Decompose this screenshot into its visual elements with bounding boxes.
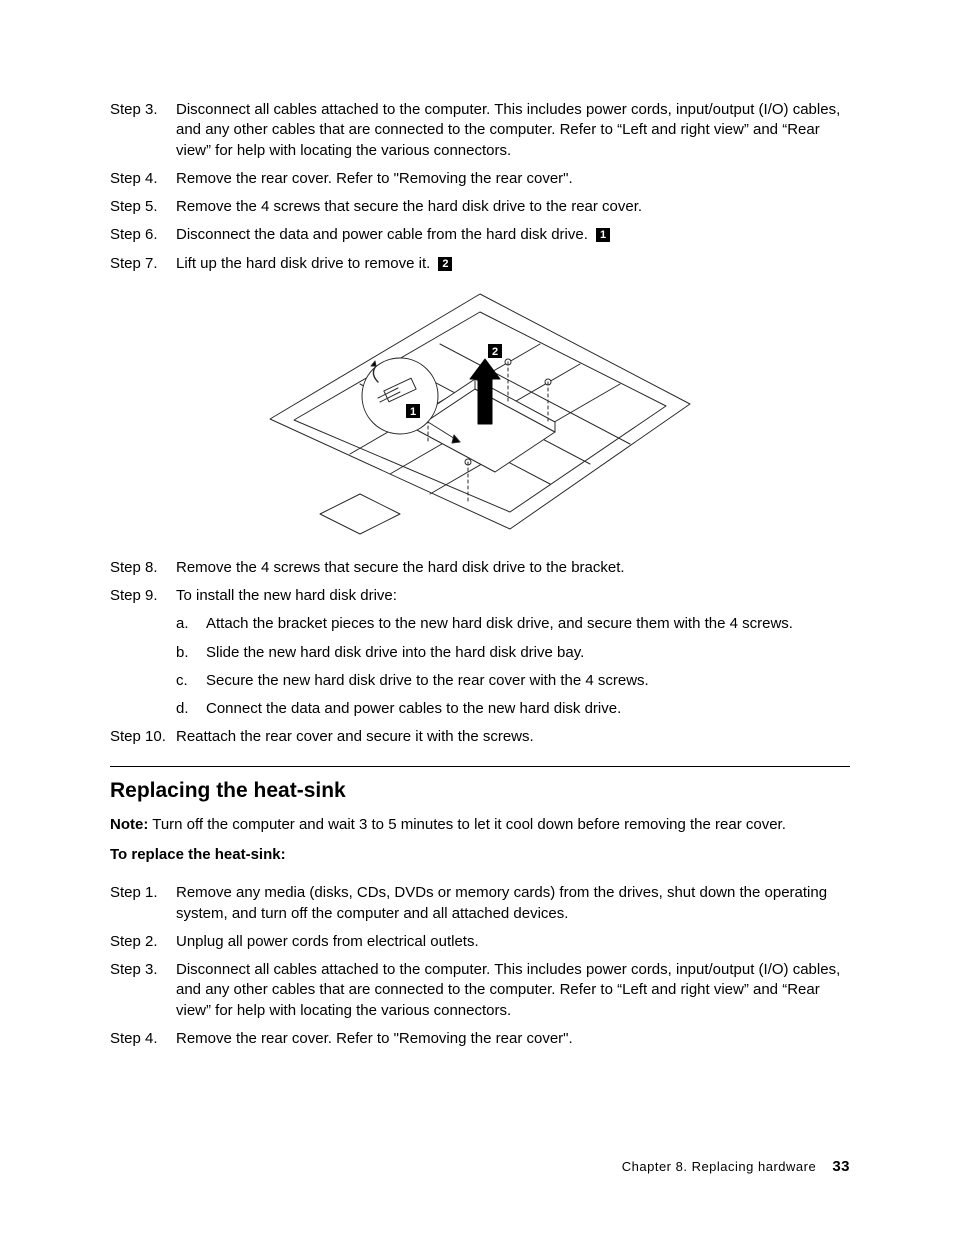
substep-d: d. Connect the data and power cables to … — [110, 699, 850, 719]
step-text-span: Lift up the hard disk drive to remove it… — [176, 255, 430, 272]
note-line: Note: Turn off the computer and wait 3 t… — [110, 815, 850, 835]
figure-callout-1: 1 — [410, 406, 416, 418]
step-text: Remove the rear cover. Refer to "Removin… — [176, 1029, 850, 1049]
figure-callout-2: 2 — [492, 346, 498, 358]
footer-chapter: Chapter 8. Replacing hardware — [622, 1159, 816, 1174]
step-text: Disconnect all cables attached to the co… — [176, 100, 850, 161]
sub-label: a. — [110, 614, 206, 634]
step-label: Step 5. — [110, 197, 176, 217]
step-3: Step 3. Disconnect all cables attached t… — [110, 100, 850, 161]
step-text-span: Disconnect the data and power cable from… — [176, 226, 588, 243]
substep-a: a. Attach the bracket pieces to the new … — [110, 614, 850, 634]
step-label: Step 3. — [110, 960, 176, 1021]
subhead: To replace the heat-sink: — [110, 845, 850, 865]
sub-text: Slide the new hard disk drive into the h… — [206, 643, 850, 663]
note-text: Turn off the computer and wait 3 to 5 mi… — [148, 816, 786, 833]
step-text: Remove the rear cover. Refer to "Removin… — [176, 169, 850, 189]
step-label: Step 9. — [110, 586, 176, 606]
sub-text: Connect the data and power cables to the… — [206, 699, 850, 719]
step-b1: Step 1. Remove any media (disks, CDs, DV… — [110, 883, 850, 924]
step-10: Step 10. Reattach the rear cover and sec… — [110, 727, 850, 747]
section-divider — [110, 766, 850, 767]
step-label: Step 3. — [110, 100, 176, 161]
callout-2-icon: 2 — [438, 257, 452, 271]
step-6: Step 6. Disconnect the data and power ca… — [110, 225, 850, 245]
step-text: Lift up the hard disk drive to remove it… — [176, 254, 850, 274]
step-label: Step 4. — [110, 169, 176, 189]
step-8: Step 8. Remove the 4 screws that secure … — [110, 558, 850, 578]
section-title: Replacing the heat-sink — [110, 777, 850, 805]
substep-b: b. Slide the new hard disk drive into th… — [110, 643, 850, 663]
hard-disk-diagram: 1 2 — [250, 284, 710, 544]
sub-text: Secure the new hard disk drive to the re… — [206, 671, 850, 691]
page: Step 3. Disconnect all cables attached t… — [0, 0, 954, 1235]
step-text: Reattach the rear cover and secure it wi… — [176, 727, 850, 747]
step-text: Remove the 4 screws that secure the hard… — [176, 558, 850, 578]
step-label: Step 8. — [110, 558, 176, 578]
note-label: Note: — [110, 816, 148, 833]
step-9: Step 9. To install the new hard disk dri… — [110, 586, 850, 606]
step-text: Disconnect all cables attached to the co… — [176, 960, 850, 1021]
step-7: Step 7. Lift up the hard disk drive to r… — [110, 254, 850, 274]
step-label: Step 2. — [110, 932, 176, 952]
sub-label: b. — [110, 643, 206, 663]
sub-label: c. — [110, 671, 206, 691]
callout-1-icon: 1 — [596, 228, 610, 242]
step-text: To install the new hard disk drive: — [176, 586, 850, 606]
step-label: Step 10. — [110, 727, 176, 747]
step-5: Step 5. Remove the 4 screws that secure … — [110, 197, 850, 217]
step-text: Remove any media (disks, CDs, DVDs or me… — [176, 883, 850, 924]
sub-label: d. — [110, 699, 206, 719]
step-b2: Step 2. Unplug all power cords from elec… — [110, 932, 850, 952]
step-label: Step 4. — [110, 1029, 176, 1049]
step-text: Remove the 4 screws that secure the hard… — [176, 197, 850, 217]
step-label: Step 7. — [110, 254, 176, 274]
step-text: Disconnect the data and power cable from… — [176, 225, 850, 245]
step-b4: Step 4. Remove the rear cover. Refer to … — [110, 1029, 850, 1049]
step-label: Step 6. — [110, 225, 176, 245]
step-b3: Step 3. Disconnect all cables attached t… — [110, 960, 850, 1021]
step-label: Step 1. — [110, 883, 176, 924]
step-4: Step 4. Remove the rear cover. Refer to … — [110, 169, 850, 189]
footer: Chapter 8. Replacing hardware 33 — [622, 1157, 850, 1177]
substep-c: c. Secure the new hard disk drive to the… — [110, 671, 850, 691]
footer-page-number: 33 — [832, 1158, 850, 1175]
step-text: Unplug all power cords from electrical o… — [176, 932, 850, 952]
sub-text: Attach the bracket pieces to the new har… — [206, 614, 850, 634]
